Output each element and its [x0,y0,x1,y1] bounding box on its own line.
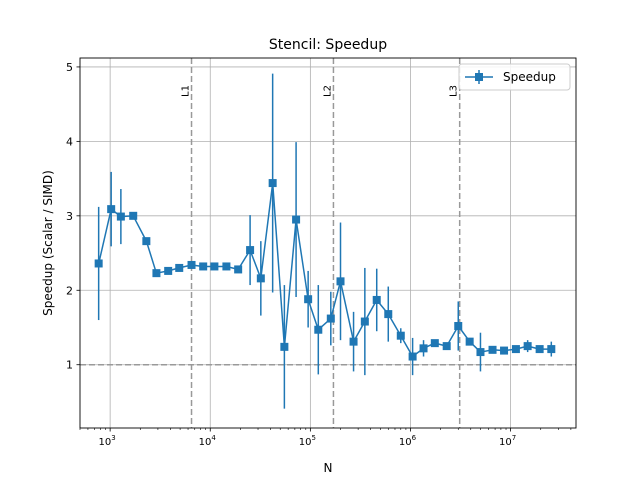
data-point [280,342,289,351]
data-point [419,344,428,353]
x-tick-label: 106 [399,434,417,448]
series-layer [94,73,556,409]
data-point [511,345,520,354]
x-axis-label: N [324,461,333,475]
x-tick-label-exponent: 5 [312,434,316,442]
data-point [326,314,335,323]
data-point [372,295,381,304]
legend: Speedup [458,63,571,91]
data-point [246,246,255,255]
data-point [234,265,243,274]
data-point [500,346,509,355]
data-point [268,179,277,188]
y-tick-label: 2 [66,284,73,297]
data-point [152,269,161,278]
data-point [107,205,116,214]
x-tick-label-exponent: 7 [512,434,516,442]
x-tick-label: 104 [199,434,217,448]
data-point [454,322,463,331]
data-point [304,295,313,304]
legend-box [458,63,571,91]
data-point [164,266,173,275]
data-point [175,263,184,272]
y-tick-label: 4 [66,135,73,148]
y-tick-label: 3 [66,210,73,223]
cache-line-label-l1: L1 [181,85,192,97]
data-point [314,325,323,334]
x-tick-label: 107 [499,434,516,448]
data-point [116,212,125,221]
x-tick-label-base: 10 [199,437,212,448]
data-point [336,277,345,286]
data-point [430,339,439,348]
data-point [360,317,369,326]
data-point [292,215,301,224]
plot-frame [79,57,577,429]
data-point [408,352,417,361]
cache-line-label-l2: L2 [322,85,333,97]
data-point [465,337,474,346]
legend-label: Speedup [503,70,556,84]
data-point [129,211,138,220]
data-point [476,348,485,357]
x-tick-label-base: 10 [99,437,112,448]
legend-marker-swatch [475,73,483,81]
data-point [396,331,405,340]
data-point [222,262,231,271]
data-point [187,260,196,269]
data-point [210,262,219,271]
data-point [488,345,497,354]
series-line-speedup [97,182,552,358]
x-tick-label-base: 10 [499,437,512,448]
x-tick-label-base: 10 [399,437,412,448]
x-tick-label-exponent: 4 [211,434,216,442]
x-tick-label: 105 [299,434,316,448]
data-point [349,337,358,346]
x-tick-label-exponent: 3 [111,434,115,442]
data-point [535,345,544,354]
reference-lines: L1 L2 L3 [80,58,576,428]
y-tick-label: 5 [66,61,73,74]
y-axis-label: Speedup (Scalar / SIMD) [41,170,55,316]
data-point [384,310,393,319]
data-point [142,237,151,246]
data-point [94,259,103,268]
data-point [523,342,532,351]
cache-line-label-l3: L3 [449,85,460,97]
data-point [442,342,451,351]
data-point [199,262,208,271]
x-tick-label-base: 10 [299,437,312,448]
data-point [547,345,556,354]
chart-title: Stencil: Speedup [269,37,387,53]
x-tick-label-exponent: 6 [412,434,417,442]
data-point [256,274,265,283]
x-tick-label: 103 [99,434,116,448]
y-tick-label: 1 [66,359,73,372]
